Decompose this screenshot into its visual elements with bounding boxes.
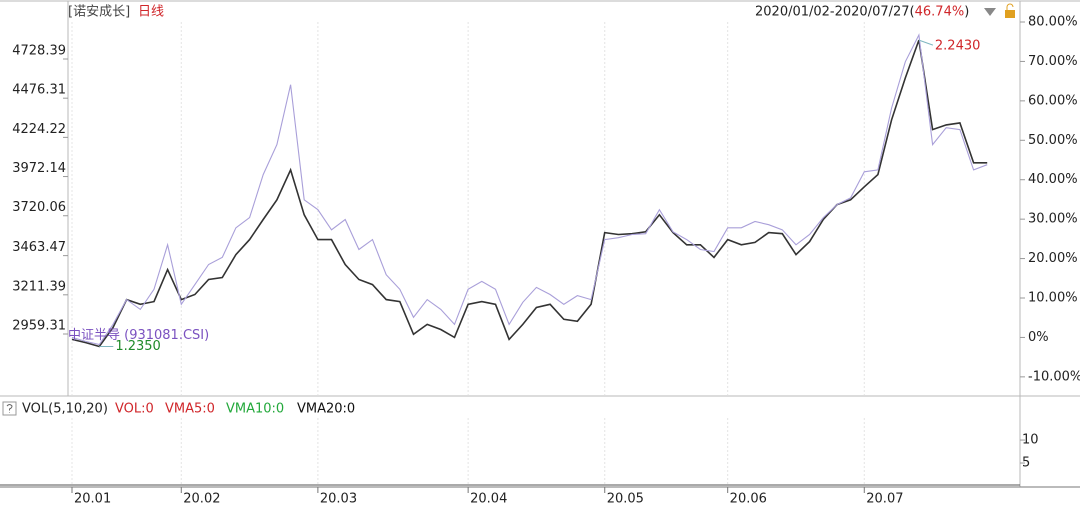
y-tick-label: 10.00% [1028,291,1078,306]
y2-tick-label: 4728.39 [12,43,66,58]
fund-name: [诺安成长] [68,5,130,20]
y2-tick-label: 3211.39 [12,279,66,294]
min-label: 1.2350 [115,339,161,354]
volume-title: VOL(5,10,20) [22,402,108,417]
max-pointer [918,39,934,46]
y-tick-label: 30.00% [1028,212,1078,227]
y2-tick-label: 2959.31 [12,319,66,334]
x-tick-label: 20.05 [607,492,644,507]
legend-entry: VMA5:0 [165,402,215,417]
legend-entry: VOL:0 [115,402,154,417]
y-tick-label: 80.00% [1028,15,1078,30]
y2-tick-label: 3463.47 [12,240,66,255]
y-tick-label: 20.00% [1028,251,1078,266]
y-tick-label: 60.00% [1028,93,1078,108]
y2-tick-label: 3972.14 [12,161,66,176]
series-label: 中证半导 (931081.CSI) [68,328,209,343]
y2-tick-label: 3720.06 [12,200,66,215]
legend-entry: VMA20:0 [297,402,355,417]
period: 日线 [138,5,164,20]
y-tick-label: 5 [1022,456,1030,471]
x-tick-label: 20.07 [866,492,903,507]
x-tick-label: 20.01 [74,492,111,507]
series-line [71,39,988,348]
dropdown-arrow[interactable] [984,8,996,16]
help-icon [6,404,13,413]
y-tick-label: 0% [1028,330,1049,345]
lock-icon[interactable] [1005,10,1015,18]
x-tick-label: 20.04 [470,492,507,507]
y-tick-label: -10.00% [1028,369,1080,384]
range-change: 46.74% [915,5,965,20]
x-tick-label: 20.06 [730,492,767,507]
y-tick-label: 50.00% [1028,133,1078,148]
max-label: 2.2430 [935,39,981,54]
legend-entry: VMA10:0 [226,402,284,417]
lock-shackle [1006,3,1014,10]
y-tick-label: 70.00% [1028,54,1078,69]
date-range: 2020/01/02-2020/07/27( [755,5,915,20]
range-close: ) [964,5,969,20]
y2-tick-label: 4224.22 [12,122,66,137]
x-tick-label: 20.03 [320,492,357,507]
x-tick-label: 20.02 [183,492,220,507]
y-tick-label: 10 [1022,433,1039,448]
series-line [71,33,988,346]
y2-tick-label: 4476.31 [12,83,66,98]
y-tick-label: 40.00% [1028,172,1078,187]
